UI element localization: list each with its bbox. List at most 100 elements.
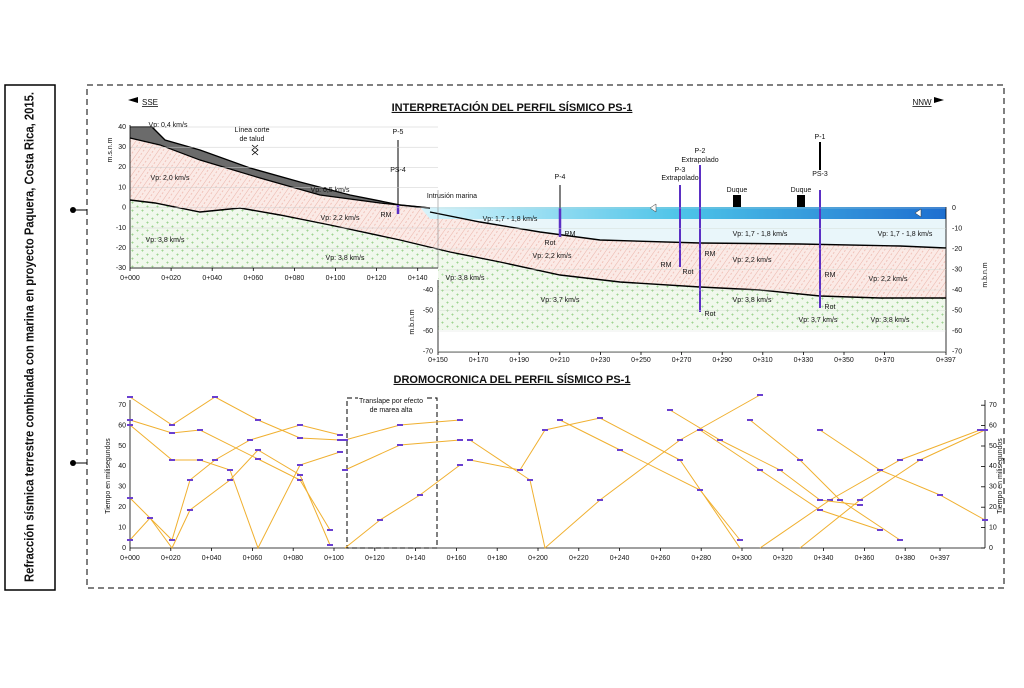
annotation: Duque: [791, 187, 812, 194]
geophone-marker: [917, 459, 923, 461]
geophone-marker: [127, 424, 133, 426]
y-tick-label: 30: [118, 484, 126, 491]
annotation: Vp: 2,0 km/s: [151, 175, 190, 182]
y-tick-label: -20: [116, 245, 126, 252]
geophone-marker: [982, 519, 988, 521]
x-tick-label: 0+140: [406, 555, 426, 562]
x-tick-label: 0+210: [550, 357, 570, 364]
annotation: P-4: [555, 174, 566, 181]
geophone-marker: [255, 419, 261, 421]
geophone-marker: [557, 419, 563, 421]
y-tick-label: 30: [118, 144, 126, 151]
y-tick-label: 40: [118, 124, 126, 131]
geophone-marker: [597, 499, 603, 501]
x-tick-label: 0+100: [324, 555, 344, 562]
y-tick-label: 10: [118, 524, 126, 531]
y-tick-label: 30: [989, 484, 997, 491]
caption: Refracción sísmica terrestre combinada c…: [21, 92, 36, 582]
y-tick-label: -50: [952, 307, 962, 314]
annotation: RM: [381, 212, 392, 219]
x-tick-label: 0+280: [691, 555, 711, 562]
geophone-marker: [127, 396, 133, 398]
annotation: P-3: [675, 167, 686, 174]
x-tick-label: 0+300: [732, 555, 752, 562]
x-tick-label: 0+320: [773, 555, 793, 562]
annotation: Rot: [545, 240, 556, 247]
annotation: Vp: 2,2 km/s: [733, 257, 772, 264]
annotation: P-1: [815, 134, 826, 141]
geophone-marker: [342, 469, 348, 471]
connector-dot: [70, 207, 76, 213]
y-tick-label: 40: [118, 463, 126, 470]
dromo-title: DROMOCRONICA DEL PERFIL SÍSMICO PS-1: [394, 373, 631, 386]
geophone-marker: [297, 464, 303, 466]
geophone-marker: [877, 469, 883, 471]
geophone-marker: [697, 489, 703, 491]
x-tick-label: 0+120: [367, 275, 387, 282]
x-tick-label: 0+270: [672, 357, 692, 364]
travel-time-curve: [129, 449, 331, 549]
geophone-marker: [169, 432, 175, 434]
y-tick-label: 40: [989, 463, 997, 470]
geophone-marker: [342, 439, 348, 441]
y-tick-label: 20: [118, 504, 126, 511]
y-axis-label: m.s.n.m: [107, 137, 114, 162]
x-tick-label: 0+100: [326, 275, 346, 282]
y-tick-label: 10: [118, 184, 126, 191]
direction: SSE: [142, 98, 158, 107]
annotation: Rot: [825, 304, 836, 311]
geophone-marker: [897, 539, 903, 541]
geophone-marker: [757, 469, 763, 471]
x-tick-label: 0+040: [202, 555, 222, 562]
geophone-marker: [337, 451, 343, 453]
annotation: Rot: [683, 269, 694, 276]
x-tick-label: 0+397: [930, 555, 950, 562]
annotation: RM: [705, 251, 716, 258]
annotation: Vp: 2,2 km/s: [533, 253, 572, 260]
geophone-marker: [397, 424, 403, 426]
geophone-marker: [542, 429, 548, 431]
travel-time-curve: [469, 394, 761, 549]
x-tick-label: 0+120: [365, 555, 385, 562]
annotation: Vp: 2,2 km/s: [321, 215, 360, 222]
x-tick-label: 0+230: [591, 357, 611, 364]
y-tick-label: -30: [952, 266, 962, 273]
geophone-marker: [837, 499, 843, 501]
x-tick-label: 0+260: [651, 555, 671, 562]
geophone-marker: [212, 396, 218, 398]
y-tick-label: -70: [952, 348, 962, 355]
geophone-marker: [127, 539, 133, 541]
geophone-marker: [977, 429, 983, 431]
geophone-marker: [327, 529, 333, 531]
geophone-marker: [517, 469, 523, 471]
x-tick-label: 0+330: [794, 357, 814, 364]
travel-time-curve: [129, 419, 331, 531]
y-tick-label: 70: [118, 402, 126, 409]
geophone-marker: [697, 429, 703, 431]
annotation: Vp: 0,4 km/s: [149, 122, 188, 129]
annotation: Rot: [705, 311, 716, 318]
geophone-marker: [467, 459, 473, 461]
travel-time-curve: [469, 417, 741, 549]
geophone-marker: [337, 434, 343, 436]
travel-time-curve: [344, 419, 461, 441]
travel-time-curve: [819, 429, 986, 521]
y-tick-label: 20: [989, 504, 997, 511]
geophone-marker: [717, 439, 723, 441]
x-tick-label: 0+340: [814, 555, 834, 562]
x-tick-label: 0+250: [631, 357, 651, 364]
profile-title: INTERPRETACIÓN DEL PERFIL SÍSMICO PS-1: [392, 101, 633, 114]
y-tick-label: 0: [989, 545, 993, 552]
y-tick-label: 0: [952, 205, 956, 212]
travel-time-curve: [759, 429, 981, 549]
geophone-marker: [817, 499, 823, 501]
geophone-marker: [677, 459, 683, 461]
note: de marea alta: [370, 407, 413, 414]
x-tick-label: 0+220: [569, 555, 589, 562]
x-tick-label: 0+020: [161, 275, 181, 282]
annotation: Vp: 2,2 km/s: [869, 276, 908, 283]
annotation: Vp: 3,7 km/s: [799, 317, 838, 324]
caption-box: [4, 84, 56, 591]
y-tick-label: -40: [952, 287, 962, 294]
geophone-marker: [797, 459, 803, 461]
